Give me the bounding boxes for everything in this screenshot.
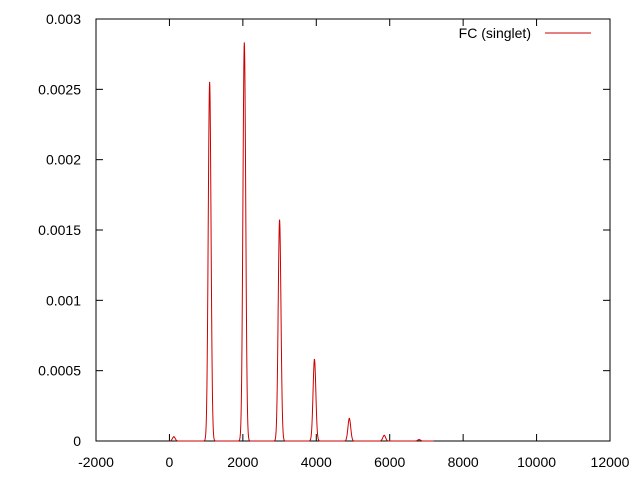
- y-tick-label: 0.0015: [38, 222, 81, 238]
- series-layer: [169, 42, 434, 442]
- x-tick-label: 10000: [517, 454, 556, 470]
- series-line-0: [169, 42, 434, 442]
- y-tick-label: 0.001: [46, 292, 81, 308]
- x-tick-label: 12000: [591, 454, 630, 470]
- y-tick-label: 0: [73, 433, 81, 449]
- x-tick-label: 8000: [448, 454, 479, 470]
- y-tick-label: 0.003: [46, 11, 81, 27]
- peak-point: [383, 434, 385, 436]
- x-tick-label: 2000: [227, 454, 258, 470]
- y-tick-label: 0.002: [46, 152, 81, 168]
- y-axis: 0 0.0005 0.001 0.0015 0.002 0.0025 0.003: [38, 11, 610, 449]
- x-axis: -2000 0 2000 4000 6000 8000 10000 12000: [78, 19, 630, 470]
- peak-point: [173, 436, 175, 438]
- x-tick-label: 6000: [374, 454, 405, 470]
- x-tick-label: -2000: [78, 454, 114, 470]
- x-tick-label: 0: [166, 454, 174, 470]
- x-tick-label: 4000: [301, 454, 332, 470]
- legend-label: FC (singlet): [459, 25, 531, 41]
- y-tick-label: 0.0025: [38, 81, 81, 97]
- peak-point: [278, 219, 281, 221]
- peak-point: [313, 358, 316, 361]
- peak-point: [348, 417, 350, 420]
- peak-point: [418, 438, 420, 441]
- y-tick-label: 0.0005: [38, 363, 81, 379]
- legend: FC (singlet): [459, 25, 591, 41]
- peak-point: [243, 42, 245, 44]
- peak-point: [209, 81, 211, 83]
- plot-frame: [95, 18, 611, 442]
